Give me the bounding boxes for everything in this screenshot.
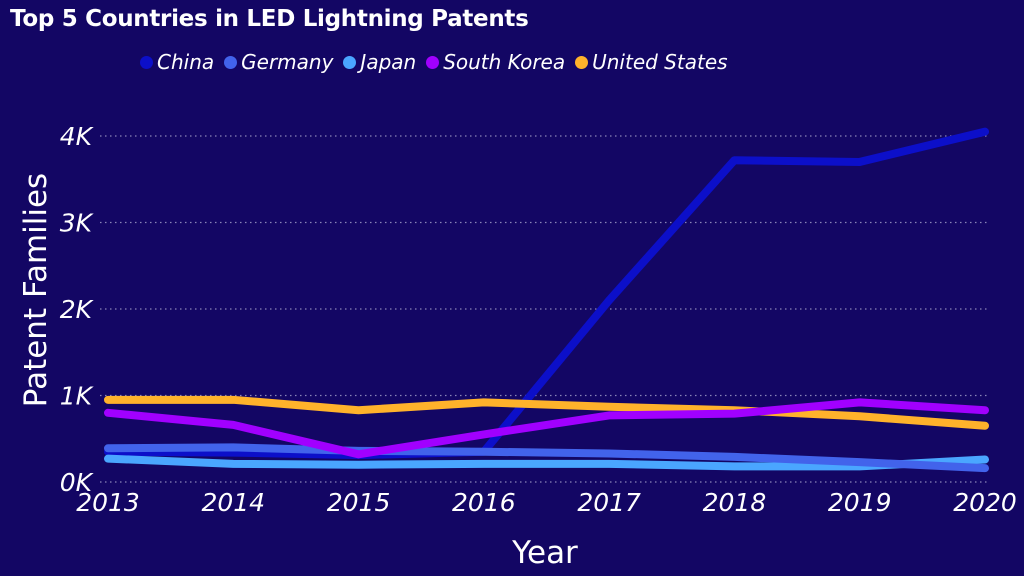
y-tick-label: 4K xyxy=(60,122,95,151)
x-tick-label: 2013 xyxy=(76,488,140,517)
legend-item-germany[interactable]: Germany xyxy=(224,50,333,74)
legend-label: South Korea xyxy=(443,50,566,74)
legend-label: Germany xyxy=(241,50,334,74)
y-tick-label: 2K xyxy=(60,295,95,324)
x-tick-label: 2018 xyxy=(703,488,767,517)
y-tick-label: 1K xyxy=(60,382,95,411)
legend-dot-icon xyxy=(343,55,357,69)
series-line-united-states[interactable] xyxy=(104,395,989,430)
legend-label: China xyxy=(157,50,215,74)
legend: China Germany Japan South Korea United State… xyxy=(140,50,728,74)
legend-label: Japan xyxy=(360,50,417,74)
series-line-japan[interactable] xyxy=(104,454,989,471)
series-line-south-korea[interactable] xyxy=(104,398,989,459)
legend-dot-icon xyxy=(426,55,440,69)
legend-dot-icon xyxy=(224,55,238,69)
x-tick-label: 2020 xyxy=(953,488,1017,517)
legend-dot-icon xyxy=(140,55,153,69)
legend-item-south-korea[interactable]: South Korea xyxy=(426,50,565,74)
legend-dot-icon xyxy=(575,55,589,69)
x-tick-label: 2016 xyxy=(452,488,516,517)
x-tick-label: 2019 xyxy=(828,488,892,517)
y-tick-label: 3K xyxy=(60,209,95,238)
x-tick-label: 2014 xyxy=(201,488,265,517)
series-line-germany[interactable] xyxy=(104,443,989,473)
y-tick-label: 0K xyxy=(60,468,95,497)
legend-item-united-states[interactable]: United States xyxy=(575,50,728,74)
chart-title: Top 5 Countries in LED Lightning Patents xyxy=(10,6,529,32)
x-tick-label: 2017 xyxy=(577,488,641,517)
series-line-china[interactable] xyxy=(104,127,989,460)
legend-label: United States xyxy=(592,50,728,74)
legend-item-china[interactable]: China xyxy=(140,50,214,74)
x-axis-title: Year xyxy=(511,535,578,571)
x-tick-label: 2015 xyxy=(327,488,391,517)
legend-item-japan[interactable]: Japan xyxy=(343,50,416,74)
y-axis-title: Patent Families xyxy=(18,173,54,407)
